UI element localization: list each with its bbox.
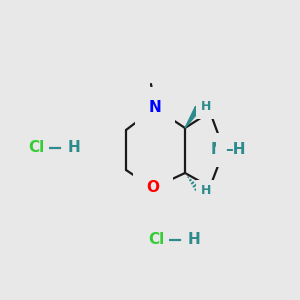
Text: H: H [188,232,201,247]
Text: N: N [210,142,223,158]
Text: –H: –H [225,142,245,158]
Text: H: H [201,184,211,197]
Text: N: N [148,100,161,116]
Text: Cl: Cl [148,232,164,247]
Text: Cl: Cl [28,140,44,155]
Text: H: H [68,140,81,155]
Text: O: O [146,181,160,196]
Polygon shape [185,106,200,128]
Text: H: H [201,100,211,113]
